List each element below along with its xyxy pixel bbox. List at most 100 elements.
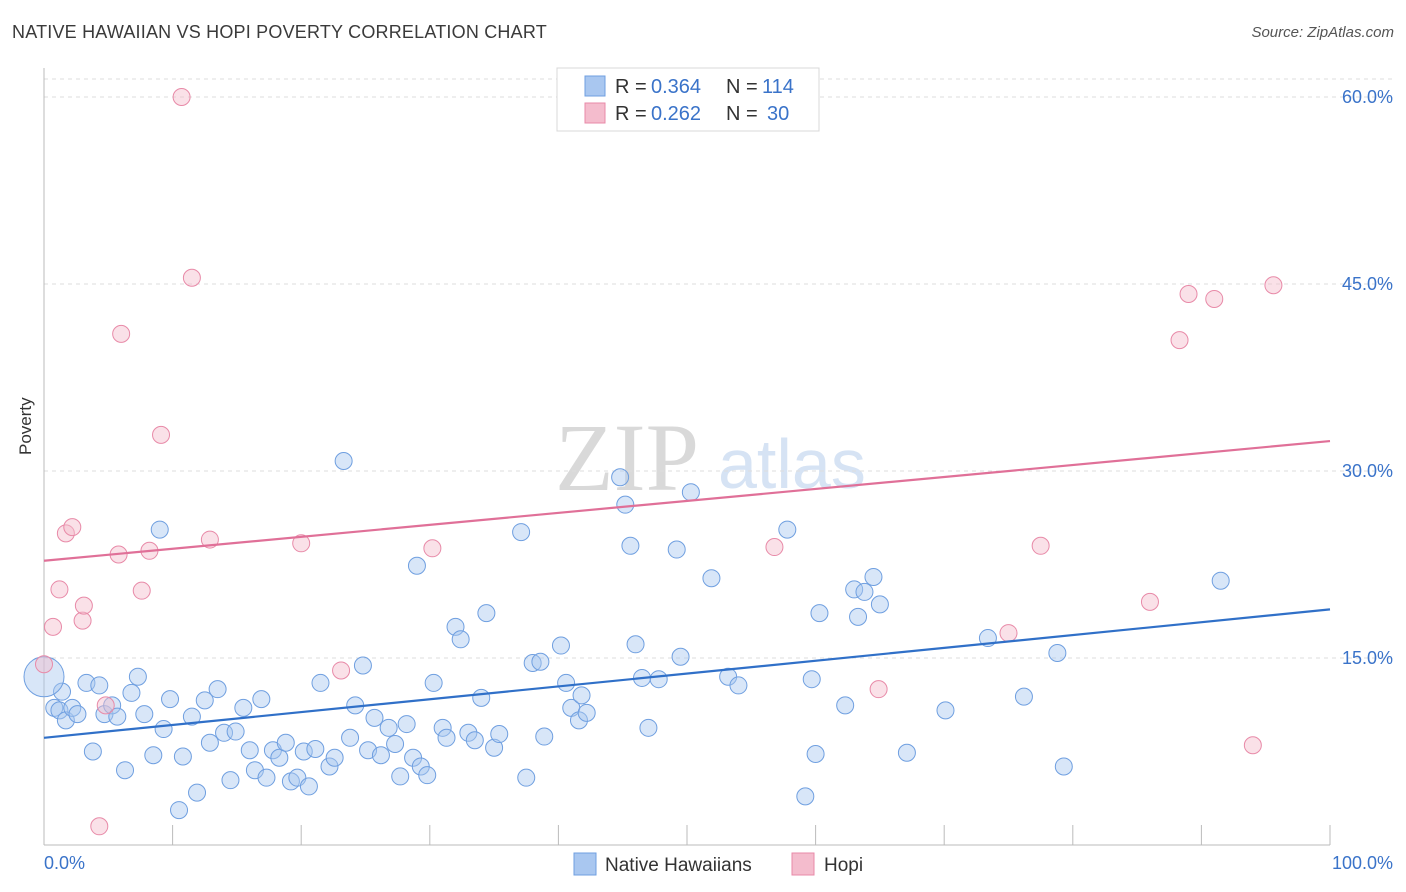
native-hawaiians-point	[855, 582, 874, 601]
legend-n-label-pink: N =	[726, 103, 758, 125]
grid	[44, 78, 1393, 659]
bottom-legend-swatch-blue	[573, 852, 597, 876]
native-hawaiians-point	[45, 698, 64, 717]
native-hawaiians-point	[276, 733, 295, 752]
native-hawaiians-point	[802, 670, 821, 689]
native-hawaiians-point	[200, 733, 219, 752]
bottom-legend-swatch-pink	[791, 852, 815, 876]
hopi-point	[73, 611, 92, 630]
native-hawaiians-point	[535, 727, 554, 746]
hopi-point	[96, 696, 115, 715]
native-hawaiians-point	[1048, 644, 1067, 663]
native-hawaiians-point	[365, 708, 384, 727]
y-tick-label: 45.0%	[1342, 274, 1393, 294]
native-hawaiians-point	[116, 761, 135, 780]
hopi-point	[44, 617, 63, 636]
native-hawaiians-point	[459, 723, 478, 742]
native-hawaiians-point	[870, 595, 889, 614]
native-hawaiians-point	[83, 742, 102, 761]
hopi-point	[182, 268, 201, 287]
native-hawaiians-point	[161, 690, 180, 709]
x-tick-label-max: 100.0%	[1332, 853, 1393, 873]
hopi-point	[765, 538, 784, 557]
native-hawaiians-point	[188, 783, 207, 802]
native-hawaiians-point	[796, 787, 815, 806]
hopi-point	[1140, 592, 1159, 611]
correlation-legend: R = 0.364 N = 114 R = 0.262 N = 30	[556, 67, 820, 132]
native-hawaiians-point	[639, 718, 658, 737]
native-hawaiians-point	[936, 701, 955, 720]
native-hawaiians-point	[671, 647, 690, 666]
hopi-point	[50, 580, 69, 599]
y-tick-label: 15.0%	[1342, 648, 1393, 668]
native-hawaiians-point	[557, 673, 576, 692]
native-hawaiians-point	[472, 688, 491, 707]
native-hawaiians-point	[341, 728, 360, 747]
hopi-point	[332, 661, 351, 680]
legend-r-value-blue: 0.364	[651, 76, 701, 98]
axes	[43, 68, 1331, 846]
hopi-point	[132, 581, 151, 600]
native-hawaiians-point	[215, 723, 234, 742]
native-hawaiians-point	[195, 691, 214, 710]
native-hawaiians-point	[433, 718, 452, 737]
hopi-point	[172, 88, 191, 106]
hopi-point	[152, 425, 171, 444]
native-hawaiians-point	[306, 740, 325, 759]
hopi-point	[869, 680, 888, 699]
native-hawaiians-point	[810, 604, 829, 623]
native-hawaiians-point	[611, 468, 630, 487]
watermark-zip: ZIP	[555, 404, 699, 511]
native-hawaiians-point	[221, 771, 240, 790]
hopi-trend-line	[43, 439, 1331, 562]
native-hawaiians-points	[23, 452, 1230, 820]
hopi-point	[1179, 284, 1198, 303]
hopi-point	[1243, 736, 1262, 755]
bottom-legend-native-hawaiians: Native Hawaiians	[605, 855, 752, 876]
legend-r-value-pink: 0.262	[651, 103, 701, 125]
native-hawaiians-point	[108, 707, 127, 726]
native-hawaiians-point	[729, 676, 748, 695]
hopi-point	[423, 539, 442, 558]
hopi-point	[1205, 289, 1224, 308]
native-hawaiians-point	[122, 683, 141, 702]
native-hawaiians-point	[626, 635, 645, 654]
native-hawaiians-point	[53, 682, 72, 701]
native-hawaiians-point	[897, 743, 916, 762]
native-hawaiians-point	[512, 523, 531, 542]
native-hawaiians-point	[170, 801, 189, 820]
native-hawaiians-point	[836, 696, 855, 715]
native-hawaiians-point	[311, 673, 330, 692]
native-hawaiians-point	[477, 604, 496, 623]
native-hawaiians-point	[418, 766, 437, 785]
native-hawaiians-point	[150, 520, 169, 539]
native-hawaiians-point	[234, 698, 253, 717]
native-hawaiians-point	[299, 777, 318, 796]
trend-lines	[43, 439, 1331, 739]
native-hawaiians-point	[182, 707, 201, 726]
y-tick-label: 30.0%	[1342, 461, 1393, 481]
native-hawaiians-point	[68, 705, 87, 724]
native-hawaiians-point	[353, 656, 372, 675]
native-hawaiians-point	[334, 452, 353, 471]
legend-r-label-pink: R =	[615, 103, 647, 125]
native-hawaiians-point	[577, 703, 596, 722]
native-hawaiians-point	[173, 747, 192, 766]
source-label: Source: ZipAtlas.com	[1251, 24, 1394, 41]
series-legend: Native Hawaiians Hopi	[573, 852, 863, 876]
native-hawaiians-point	[1014, 687, 1033, 706]
y-tick-labels: 15.0% 30.0% 45.0% 60.0%	[1342, 87, 1393, 668]
native-hawaiians-point	[294, 742, 313, 761]
native-hawaiians-point	[616, 495, 635, 514]
native-hawaiians-point	[144, 746, 163, 765]
hopi-point	[292, 534, 311, 553]
native-hawaiians-point	[864, 567, 883, 586]
native-hawaiians-point	[270, 748, 289, 767]
native-hawaiians-point	[667, 540, 686, 559]
native-hawaiians-trend-line	[43, 608, 1331, 739]
hopi-point	[74, 596, 93, 615]
native-hawaiians-point	[778, 520, 797, 539]
hopi-point	[63, 518, 82, 537]
native-hawaiians-point	[135, 705, 154, 724]
